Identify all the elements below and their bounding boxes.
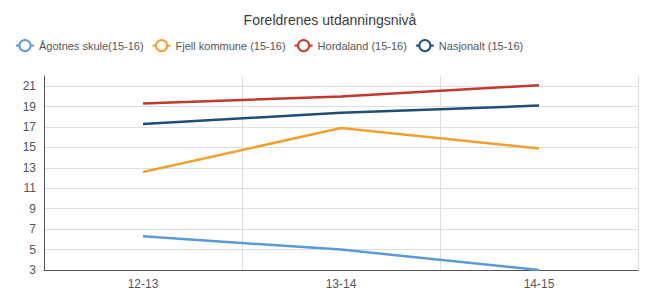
svg-text:Foreldrenes utdanningsnivå: Foreldrenes utdanningsnivå	[244, 12, 417, 28]
svg-text:14-15: 14-15	[524, 277, 555, 291]
svg-text:5: 5	[29, 243, 36, 257]
svg-text:17: 17	[23, 120, 37, 134]
svg-text:Ågotnes skule(15-16): Ågotnes skule(15-16)	[39, 40, 144, 52]
svg-text:13: 13	[23, 161, 37, 175]
svg-text:13-14: 13-14	[326, 277, 357, 291]
svg-text:9: 9	[29, 202, 36, 216]
svg-text:15: 15	[23, 140, 37, 154]
svg-text:Hordaland (15-16): Hordaland (15-16)	[318, 40, 407, 52]
svg-text:12-13: 12-13	[128, 277, 159, 291]
svg-text:Nasjonalt (15-16): Nasjonalt (15-16)	[439, 40, 523, 52]
svg-text:11: 11	[24, 181, 37, 195]
svg-text:19: 19	[23, 100, 37, 114]
svg-text:7: 7	[29, 222, 36, 236]
svg-text:21: 21	[23, 79, 37, 93]
svg-text:3: 3	[29, 263, 36, 277]
svg-text:Fjell kommune (15-16): Fjell kommune (15-16)	[176, 40, 286, 52]
